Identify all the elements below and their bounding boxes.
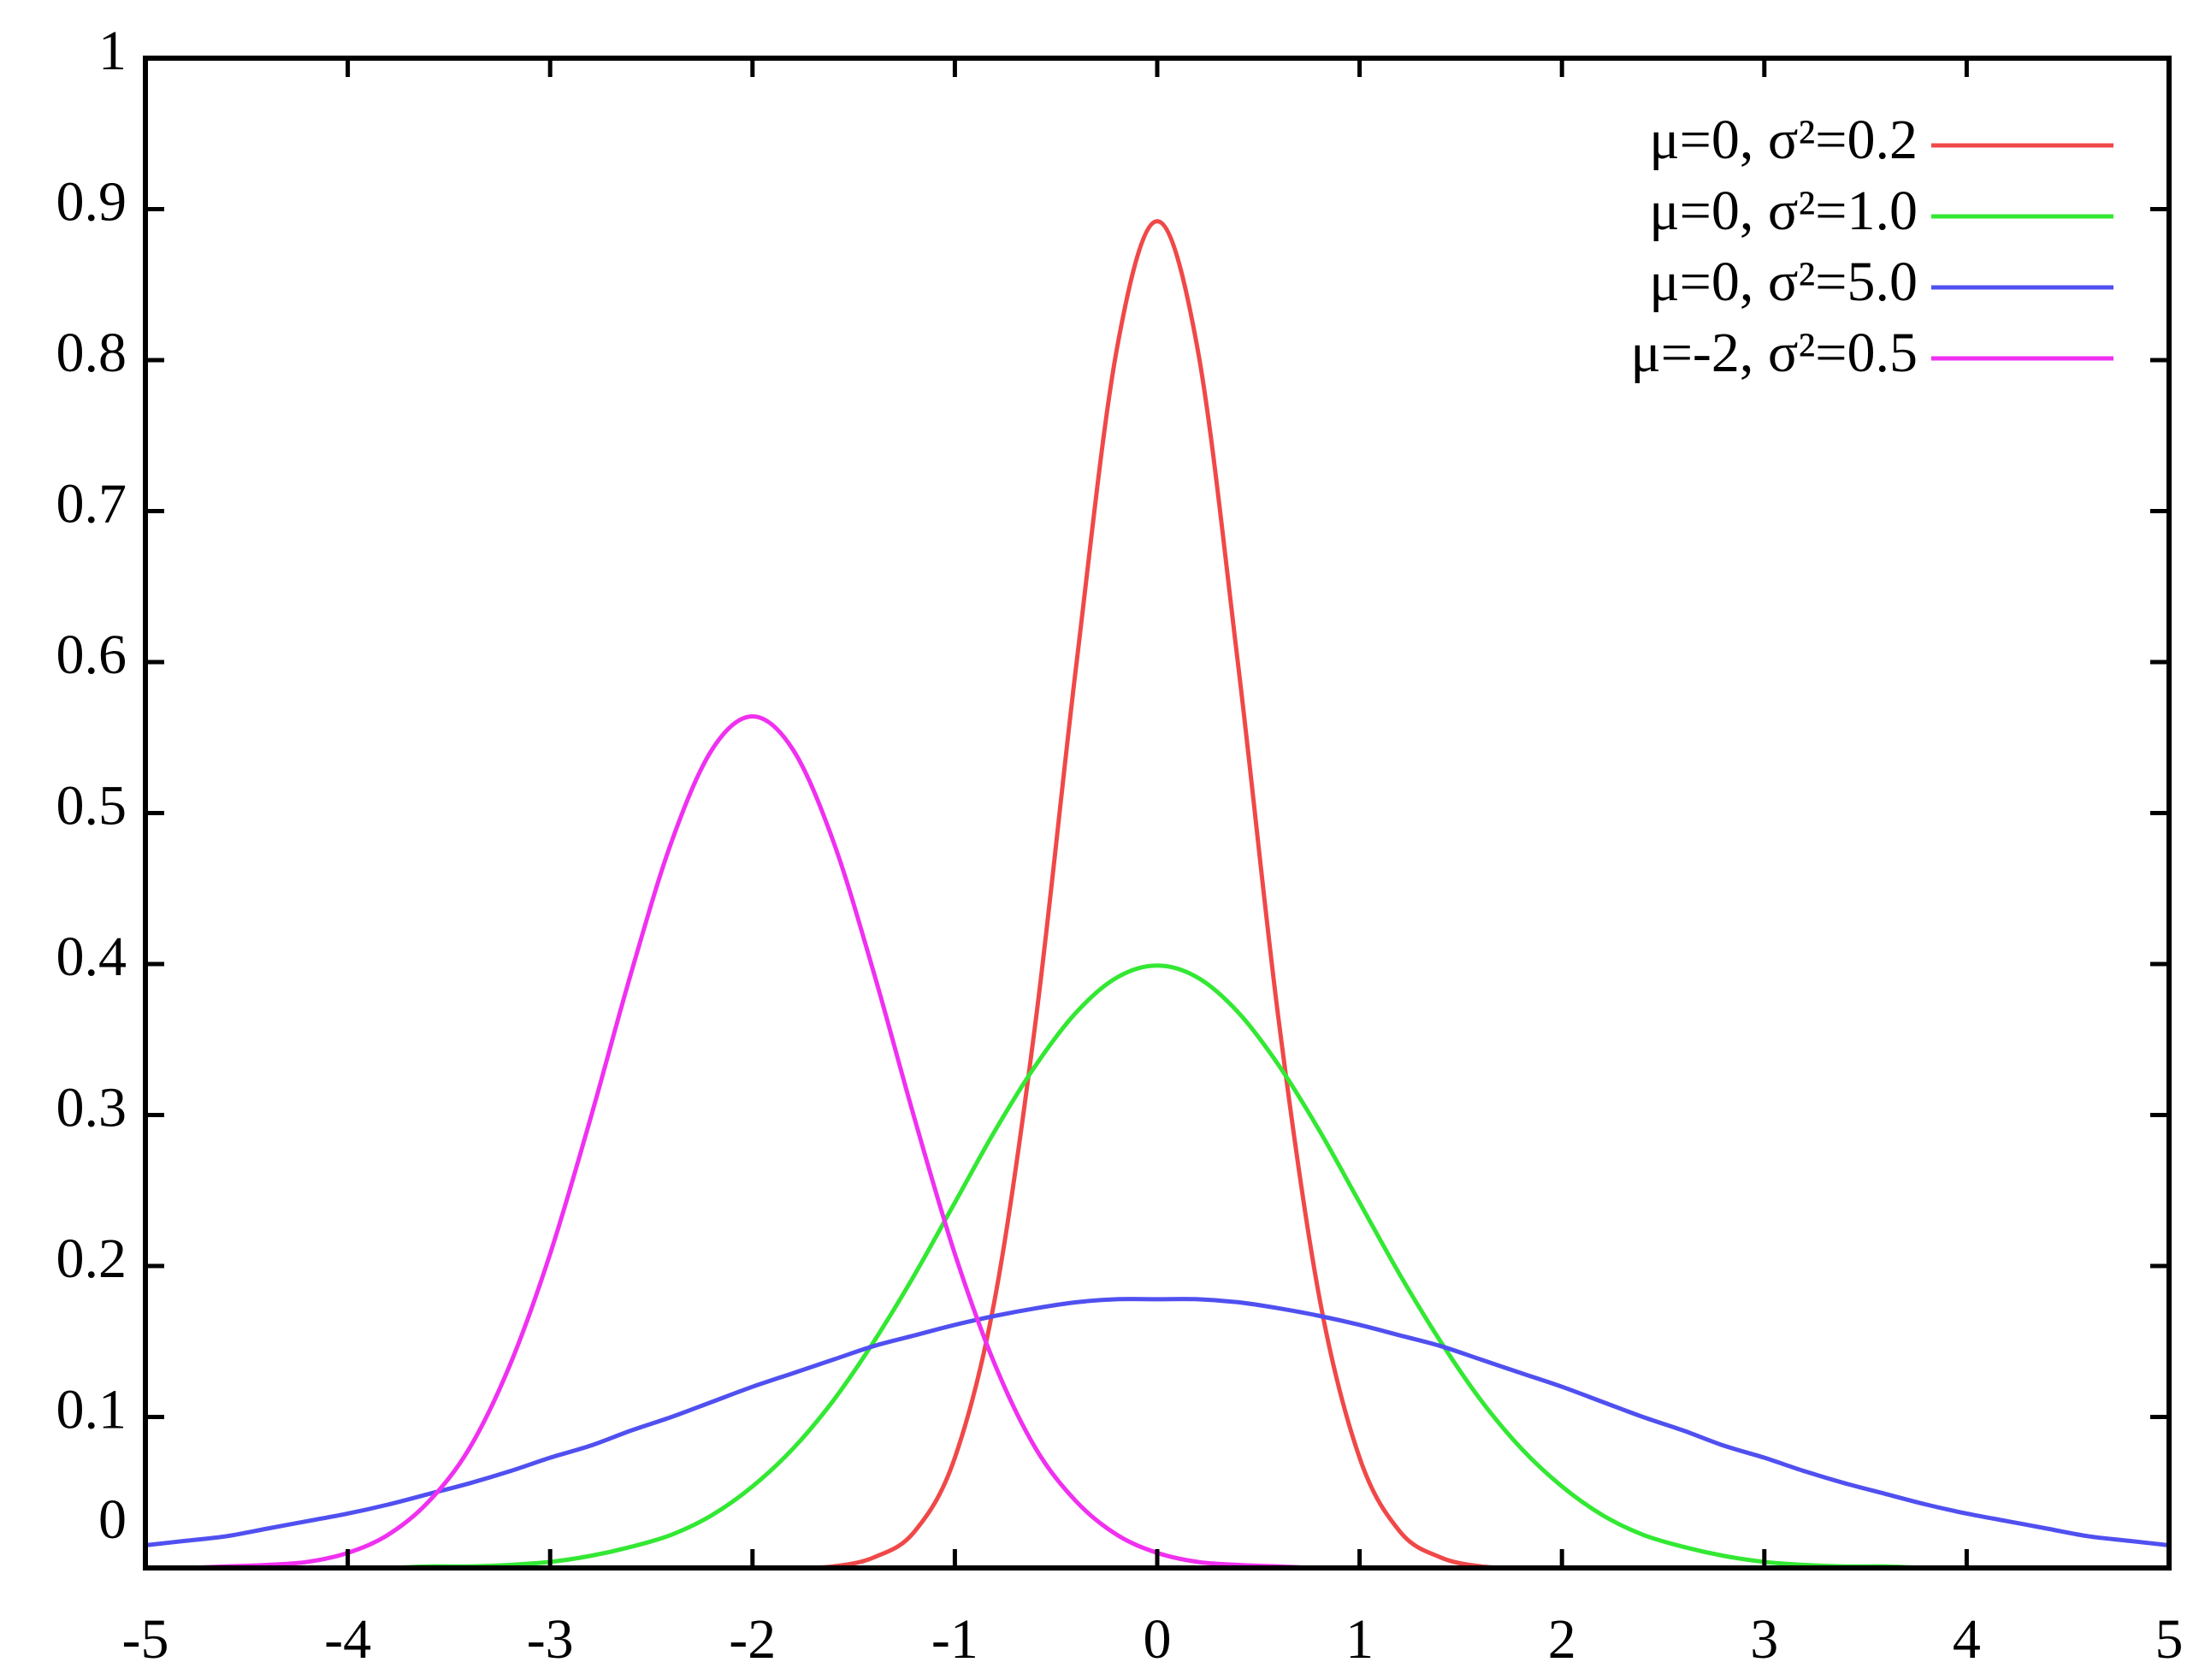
x-tick-label: -4 [324, 1608, 371, 1671]
y-tick-label: 1 [98, 20, 127, 82]
y-tick-label: 0 [98, 1488, 127, 1551]
x-tick-label: 5 [2155, 1608, 2184, 1671]
series-line [145, 219, 2169, 1571]
y-tick-label: 0.6 [56, 624, 127, 686]
x-tick-label: -2 [729, 1608, 776, 1671]
x-tick-label: 0 [1144, 1608, 1172, 1671]
x-tick-label: 2 [1548, 1608, 1576, 1671]
y-tick-label: 0.1 [56, 1379, 127, 1441]
y-tick-label: 0.8 [56, 322, 127, 384]
legend-label: μ=0, σ²=5.0 [1649, 251, 1918, 313]
y-tick-label: 0.4 [56, 926, 127, 988]
x-tick-label: 3 [1750, 1608, 1778, 1671]
x-tick-label: -3 [527, 1608, 574, 1671]
series-line [145, 1297, 2170, 1548]
legend-label: μ=0, σ²=1.0 [1649, 180, 1918, 242]
series-line [145, 963, 2169, 1571]
y-tick-label: 0.2 [56, 1227, 127, 1290]
y-tick-label: 0.5 [56, 775, 127, 837]
x-tick-label: -5 [122, 1608, 169, 1671]
legend-label: μ=0, σ²=0.2 [1649, 109, 1918, 171]
y-tick-label: 0.7 [56, 473, 127, 535]
x-tick-label: 1 [1345, 1608, 1374, 1671]
x-tick-label: 4 [1953, 1608, 1981, 1671]
y-tick-label: 0.3 [56, 1077, 127, 1139]
series-line [145, 714, 2169, 1571]
legend-label: μ=-2, σ²=0.5 [1630, 322, 1918, 384]
x-tick-label: -1 [931, 1608, 978, 1671]
y-tick-label: 0.9 [56, 171, 127, 234]
